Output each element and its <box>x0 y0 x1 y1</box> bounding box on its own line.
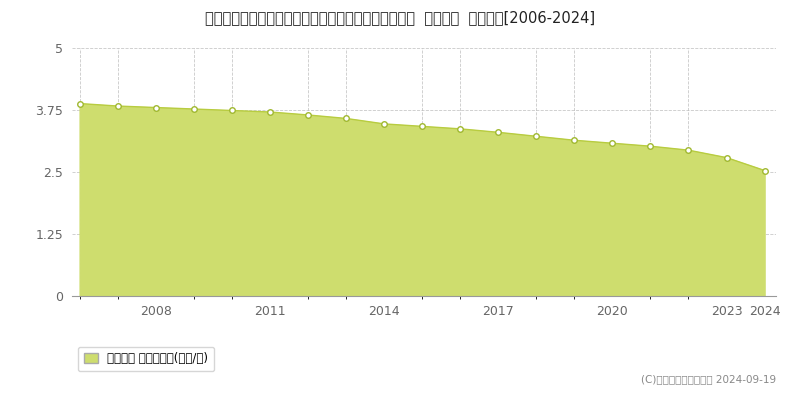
Text: (C)土地価格ドットコム 2024-09-19: (C)土地価格ドットコム 2024-09-19 <box>641 374 776 384</box>
Legend: 基準地価 平均坪単価(万円/坪): 基準地価 平均坪単価(万円/坪) <box>78 346 214 371</box>
Text: 岩手県九戸郡洋野町大野第６２地割字坂の上６０番４  基準地価  地価推移[2006-2024]: 岩手県九戸郡洋野町大野第６２地割字坂の上６０番４ 基準地価 地価推移[2006-… <box>205 10 595 25</box>
